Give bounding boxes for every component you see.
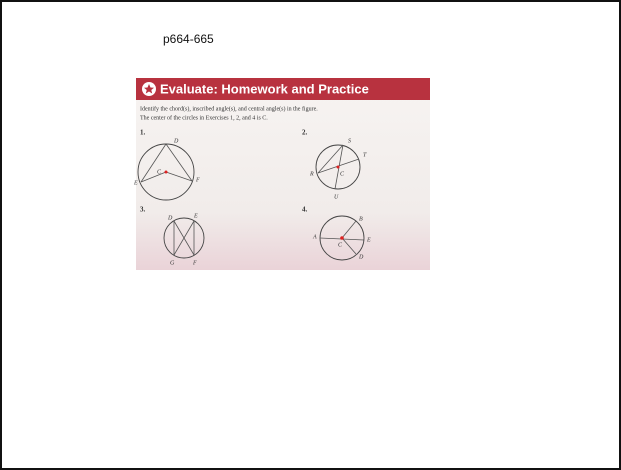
point-label: R — [309, 171, 314, 177]
exercise-number: 4. — [302, 206, 308, 214]
point-label: F — [192, 260, 197, 266]
instruction: Identify the chord(s), inscribed angle(s… — [140, 105, 318, 112]
point-label: D — [173, 138, 179, 144]
point-label: D — [358, 254, 364, 260]
section-title: Evaluate: Homework and Practice — [160, 81, 369, 96]
instruction: The center of the circles in Exercises 1… — [140, 114, 268, 121]
point-label: G — [170, 260, 175, 266]
point-label: S — [348, 138, 351, 144]
slide-title: p664-665 — [163, 32, 214, 46]
point-label: A — [312, 234, 317, 240]
exercise-number: 1. — [140, 129, 146, 137]
point-label: B — [359, 216, 363, 222]
exercise-number: 2. — [302, 129, 308, 137]
exercise-number: 3. — [140, 206, 146, 214]
point-label: F — [195, 177, 200, 183]
point-label: D — [167, 215, 173, 221]
point-label: E — [366, 237, 371, 243]
slide: p664-665 Evaluate: Homework and Practice… — [0, 0, 621, 470]
point-label: U — [334, 194, 339, 200]
point-label: E — [133, 180, 138, 186]
point-label: E — [193, 213, 198, 219]
slide-canvas: p664-665 Evaluate: Homework and Practice… — [2, 2, 619, 468]
